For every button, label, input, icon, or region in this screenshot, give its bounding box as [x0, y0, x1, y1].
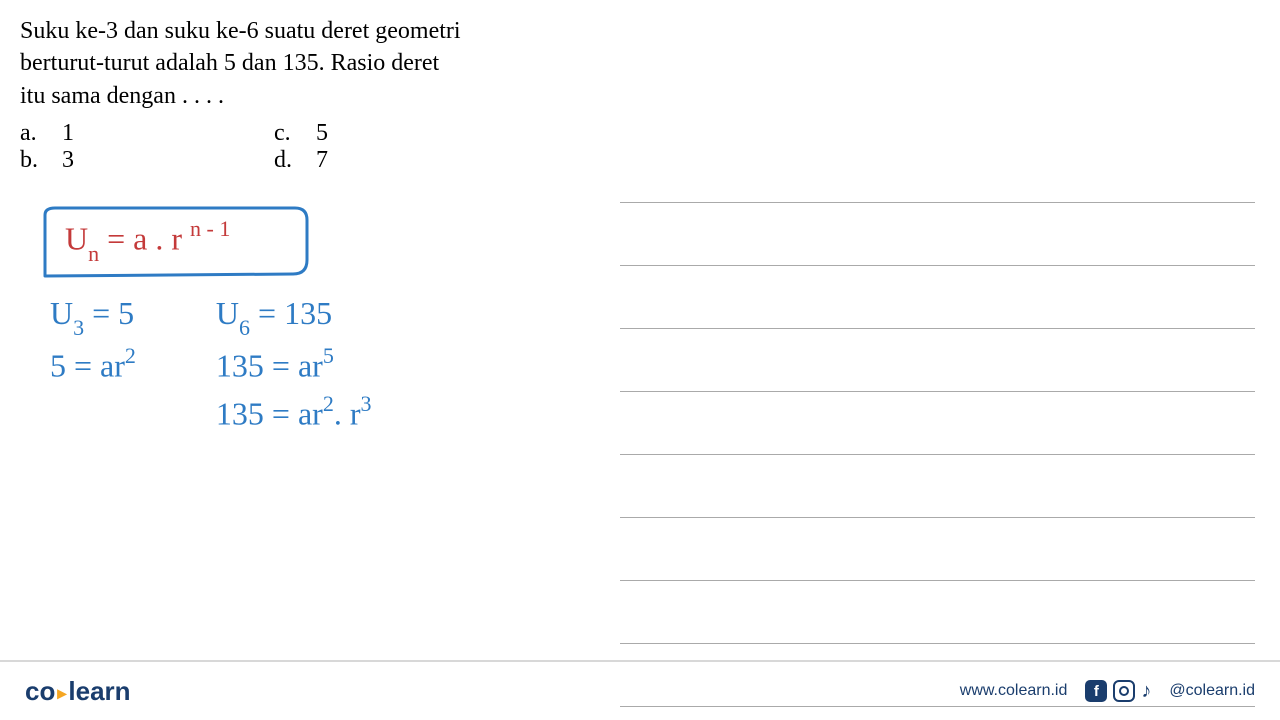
answer-d-value: 7: [316, 147, 328, 174]
answer-c-label: c.: [274, 120, 294, 147]
answer-d: d. 7: [274, 147, 328, 174]
ruled-line: [620, 581, 1255, 644]
answer-b: b. 3: [20, 147, 74, 174]
footer-right: www.colearn.id f ♪ @colearn.id: [960, 680, 1255, 703]
ruled-line: [620, 266, 1255, 329]
answer-a-label: a.: [20, 120, 40, 147]
answer-d-label: d.: [274, 147, 294, 174]
website-url: www.colearn.id: [960, 682, 1068, 700]
formula-text: Un = a . r n - 1: [65, 218, 230, 263]
ruled-line: [620, 140, 1255, 203]
formula-u: U: [65, 221, 88, 257]
answer-b-label: b.: [20, 147, 40, 174]
social-icons: f ♪: [1085, 680, 1151, 703]
logo-dot-icon: ▸: [57, 683, 66, 704]
question-block: Suku ke-3 dan suku ke-6 suatu deret geom…: [20, 15, 540, 174]
work-right-line-1: U6 = 135: [216, 295, 372, 337]
ruled-paper: [620, 140, 1255, 707]
answer-a-value: 1: [62, 120, 74, 147]
answer-c: c. 5: [274, 120, 328, 147]
logo-learn: learn: [68, 676, 130, 707]
tiktok-icon: ♪: [1141, 680, 1151, 703]
work-area: U3 = 5 5 = ar2 U6 = 135 135 = ar5 135 = …: [50, 295, 535, 433]
ruled-line: [620, 518, 1255, 581]
answer-c-value: 5: [316, 120, 328, 147]
ruled-line: [620, 203, 1255, 266]
ruled-line: [620, 392, 1255, 455]
footer: co ▸ learn www.colearn.id f ♪ @colearn.i…: [0, 660, 1280, 720]
social-handle: @colearn.id: [1169, 682, 1255, 700]
answer-a: a. 1: [20, 120, 74, 147]
handwriting-area: Un = a . r n - 1 U3 = 5 5 = ar2 U6 = 135…: [35, 200, 535, 433]
answers-grid: a. 1 c. 5 b. 3 d. 7: [20, 120, 540, 174]
ruled-line: [620, 329, 1255, 392]
work-right-line-2: 135 = ar5: [216, 345, 372, 385]
answer-b-value: 3: [62, 147, 74, 174]
instagram-icon: [1113, 680, 1135, 702]
question-text: Suku ke-3 dan suku ke-6 suatu deret geom…: [20, 15, 540, 112]
work-right-column: U6 = 135 135 = ar5 135 = ar2. r3: [216, 295, 372, 433]
question-line-2: berturut-turut adalah 5 dan 135. Rasio d…: [20, 50, 439, 76]
formula-sup: n - 1: [190, 216, 230, 241]
work-left-column: U3 = 5 5 = ar2: [50, 295, 136, 433]
work-right-line-3: 135 = ar2. r3: [216, 393, 372, 433]
question-line-1: Suku ke-3 dan suku ke-6 suatu deret geom…: [20, 18, 461, 44]
work-left-line-2: 5 = ar2: [50, 345, 136, 385]
logo-co: co: [25, 676, 55, 707]
formula-sub: n: [88, 241, 99, 266]
logo: co ▸ learn: [25, 676, 131, 707]
formula-box: Un = a . r n - 1: [35, 200, 315, 280]
ruled-line: [620, 455, 1255, 518]
answer-row-2: b. 3 d. 7: [20, 147, 540, 174]
question-line-3: itu sama dengan . . . .: [20, 83, 224, 109]
answer-row-1: a. 1 c. 5: [20, 120, 540, 147]
formula-eq: = a . r: [99, 221, 190, 257]
work-left-line-1: U3 = 5: [50, 295, 136, 337]
facebook-icon: f: [1085, 680, 1107, 702]
